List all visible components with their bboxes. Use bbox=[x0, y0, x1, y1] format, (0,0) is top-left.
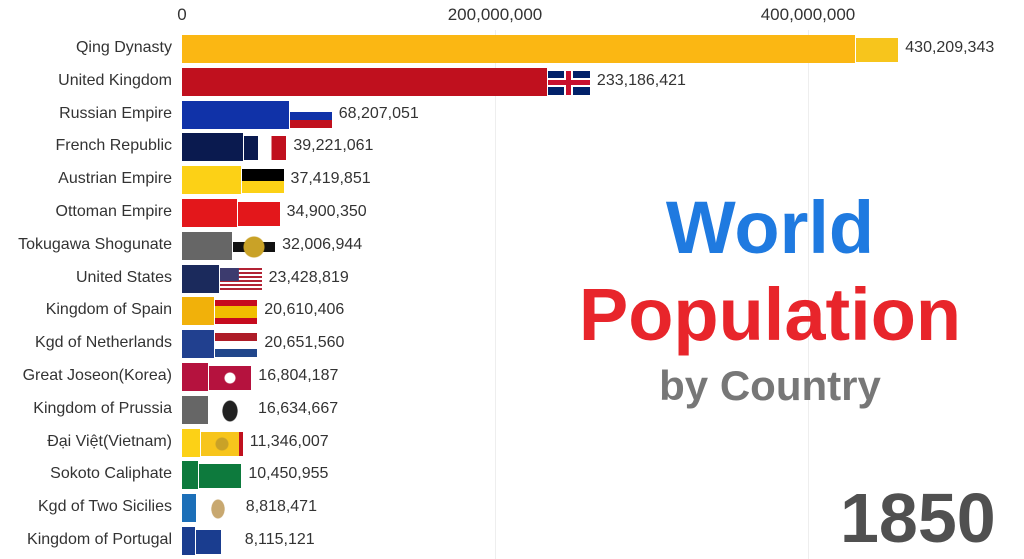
bar bbox=[182, 428, 200, 457]
tokugawa-crest-icon bbox=[233, 234, 276, 259]
bar-row: Đại Việt(Vietnam) 11,346,007 bbox=[0, 428, 1024, 457]
country-label: Tokugawa Shogunate bbox=[18, 235, 172, 253]
austria-flag-icon bbox=[241, 169, 284, 194]
bar-row: Ottoman Empire 34,900,350 bbox=[0, 199, 1024, 227]
bar bbox=[182, 297, 215, 326]
country-label: Đại Việt(Vietnam) bbox=[47, 432, 172, 450]
value-label: 34,900,350 bbox=[286, 203, 367, 220]
bar bbox=[182, 133, 244, 162]
ottoman-flag-icon bbox=[237, 202, 280, 226]
value-label: 10,450,955 bbox=[248, 465, 329, 483]
country-label: Sokoto Caliphate bbox=[50, 465, 172, 483]
sokoto-flag-icon bbox=[199, 464, 242, 489]
value-label: 11,346,007 bbox=[249, 432, 329, 450]
bar bbox=[182, 395, 209, 424]
gridline bbox=[808, 30, 809, 559]
country-label: Kingdom of Portugal bbox=[27, 531, 172, 548]
value-label: 16,804,187 bbox=[258, 367, 339, 384]
bar-row: United Kingdom 233,186,421 bbox=[0, 67, 1024, 96]
bar-row: Great Joseon(Korea) 16,804,187 bbox=[0, 363, 1024, 391]
bar-row: Qing Dynasty 430,209,343 bbox=[0, 35, 1024, 63]
country-label: Russian Empire bbox=[59, 104, 172, 122]
country-label: Qing Dynasty bbox=[75, 39, 172, 56]
country-label: French Republic bbox=[55, 137, 173, 155]
bar bbox=[182, 363, 209, 391]
country-label: United States bbox=[75, 268, 172, 286]
value-label: 233,186,421 bbox=[596, 71, 686, 89]
bar bbox=[182, 100, 289, 129]
bar-row: Kgd of Two Sicilies 8,818,471 bbox=[0, 494, 1024, 523]
us-flag-icon bbox=[219, 267, 262, 292]
value-label: 20,610,406 bbox=[264, 301, 345, 319]
bar bbox=[182, 67, 547, 96]
value-label: 23,428,819 bbox=[268, 268, 349, 286]
value-label: 16,634,667 bbox=[258, 399, 339, 417]
country-label: Kingdom of Spain bbox=[45, 301, 172, 319]
portugal-flag-icon bbox=[195, 530, 238, 554]
qing-dragon-flag-icon bbox=[856, 38, 899, 62]
bar-row: Tokugawa Shogunate 32,006,944 bbox=[0, 231, 1024, 260]
country-label: Kgd of Netherlands bbox=[35, 334, 172, 352]
joseon-flag-icon bbox=[209, 366, 252, 390]
value-label: 8,115,121 bbox=[244, 531, 315, 548]
value-label: 39,221,061 bbox=[293, 137, 374, 155]
bar bbox=[182, 461, 199, 490]
bar bbox=[182, 264, 219, 293]
bar-row: Austrian Empire 37,419,851 bbox=[0, 166, 1024, 195]
spain-flag-icon bbox=[215, 300, 258, 325]
x-tick-label: 400,000,000 bbox=[760, 5, 856, 24]
value-label: 430,209,343 bbox=[905, 39, 995, 56]
country-label: Kgd of Two Sicilies bbox=[38, 498, 172, 516]
bar bbox=[182, 35, 856, 63]
bar-row: Kingdom of Portugal 8,115,121 bbox=[0, 527, 1024, 555]
value-label: 20,651,560 bbox=[264, 334, 345, 352]
x-tick-label: 0 bbox=[177, 5, 187, 24]
bar-row: Kingdom of Spain 20,610,406 bbox=[0, 297, 1024, 326]
value-label: 32,006,944 bbox=[282, 235, 363, 253]
netherlands-flag-icon bbox=[215, 333, 258, 358]
year-label: 1850 bbox=[840, 479, 996, 557]
prussia-eagle-icon bbox=[209, 398, 252, 423]
title-world: World bbox=[665, 186, 875, 269]
bar bbox=[182, 494, 196, 523]
bar bbox=[182, 231, 233, 260]
bar-row: French Republic 39,221,061 bbox=[0, 133, 1024, 162]
country-label: United Kingdom bbox=[58, 71, 172, 89]
union-jack-flag-icon bbox=[547, 70, 590, 95]
bar bbox=[182, 330, 215, 359]
bar bbox=[182, 199, 237, 227]
title-by-country: by Country bbox=[659, 362, 881, 409]
country-label: Kingdom of Prussia bbox=[33, 399, 172, 417]
bar-row: Sokoto Caliphate 10,450,955 bbox=[0, 461, 1024, 490]
france-flag-icon bbox=[244, 136, 287, 161]
two-sicilies-flag-icon bbox=[196, 497, 239, 522]
value-label: 37,419,851 bbox=[290, 170, 371, 188]
country-label: Austrian Empire bbox=[58, 170, 172, 188]
country-label: Great Joseon(Korea) bbox=[22, 367, 172, 384]
russia-flag-icon bbox=[289, 103, 332, 128]
value-label: 68,207,051 bbox=[338, 104, 419, 122]
bar-row: Kgd of Netherlands 20,651,560 bbox=[0, 330, 1024, 359]
bar bbox=[182, 527, 195, 555]
vietnam-flag-icon bbox=[200, 431, 243, 456]
bar bbox=[182, 166, 241, 195]
bar-row: United States 23,428,819 bbox=[0, 264, 1024, 293]
value-label: 8,818,471 bbox=[245, 498, 317, 516]
title-population: Population bbox=[578, 273, 962, 356]
bar-row: Kingdom of Prussia 16,634,667 bbox=[0, 395, 1024, 424]
bar-row: Russian Empire 68,207,051 bbox=[0, 100, 1024, 129]
country-label: Ottoman Empire bbox=[55, 203, 172, 220]
x-tick-label: 200,000,000 bbox=[447, 5, 543, 24]
gridline bbox=[495, 30, 496, 559]
